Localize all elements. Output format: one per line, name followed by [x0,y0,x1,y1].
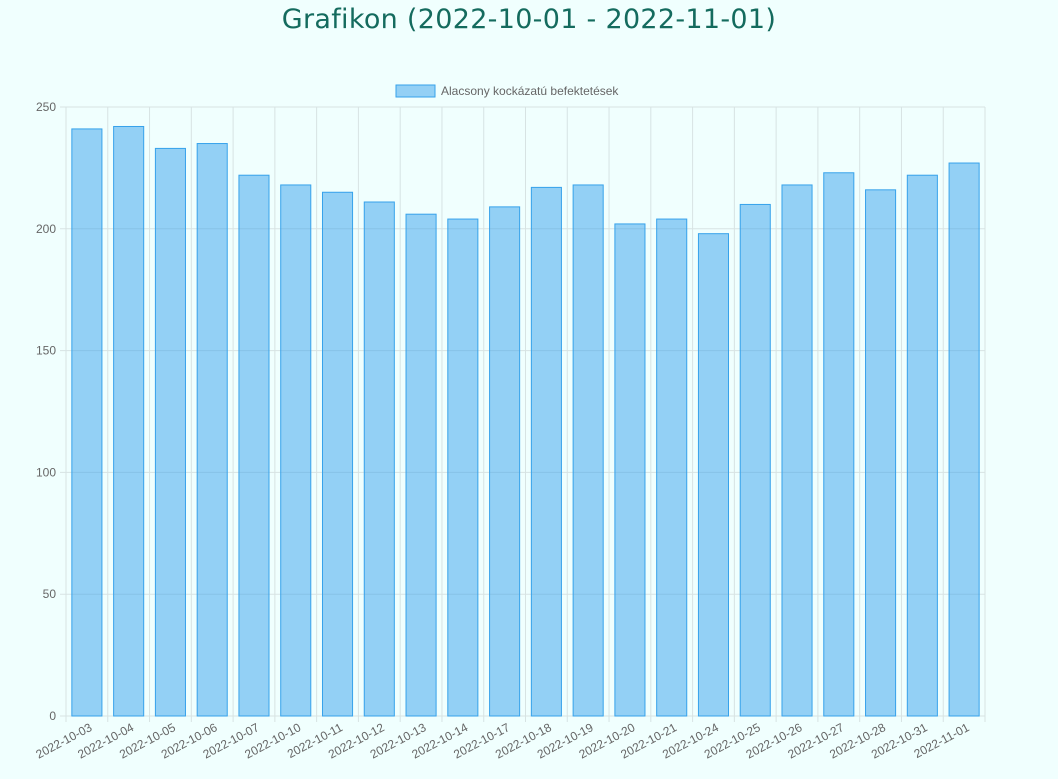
y-tick-label: 150 [36,344,56,358]
bar[interactable] [530,186,562,717]
bar[interactable] [823,172,855,717]
bar[interactable] [697,233,730,717]
bar[interactable] [489,206,521,717]
bar[interactable] [739,203,771,717]
x-axis: 2022-10-032022-10-042022-10-052022-10-06… [34,720,972,761]
bar[interactable] [405,213,437,717]
bar[interactable] [572,184,604,717]
bar[interactable] [781,184,813,717]
bar[interactable] [71,128,103,717]
bar[interactable] [656,218,688,717]
bar[interactable] [906,174,938,717]
bar[interactable] [447,218,479,717]
bar[interactable] [196,143,228,717]
bar[interactable] [113,125,145,717]
bar[interactable] [614,223,646,717]
bar-series [71,125,980,717]
bar[interactable] [154,147,186,717]
bar[interactable] [948,162,980,717]
legend-swatch[interactable] [395,84,436,98]
y-tick-label: 200 [36,222,56,236]
y-tick-label: 50 [43,587,57,601]
y-tick-label: 250 [36,100,56,114]
bar[interactable] [321,191,354,717]
chart-title: Grafikon (2022-10-01 - 2022-11-01) [281,4,777,35]
legend-label[interactable]: Alacsony kockázatú befektetések [441,84,619,98]
legend[interactable]: Alacsony kockázatú befektetések [395,84,619,98]
bar[interactable] [280,184,312,717]
bar[interactable] [865,189,897,717]
y-tick-label: 100 [36,465,56,479]
y-tick-label: 0 [49,709,56,723]
y-axis: 0 50 100 150 200 250 [36,100,56,723]
bar[interactable] [238,174,270,717]
bar[interactable] [363,201,395,717]
